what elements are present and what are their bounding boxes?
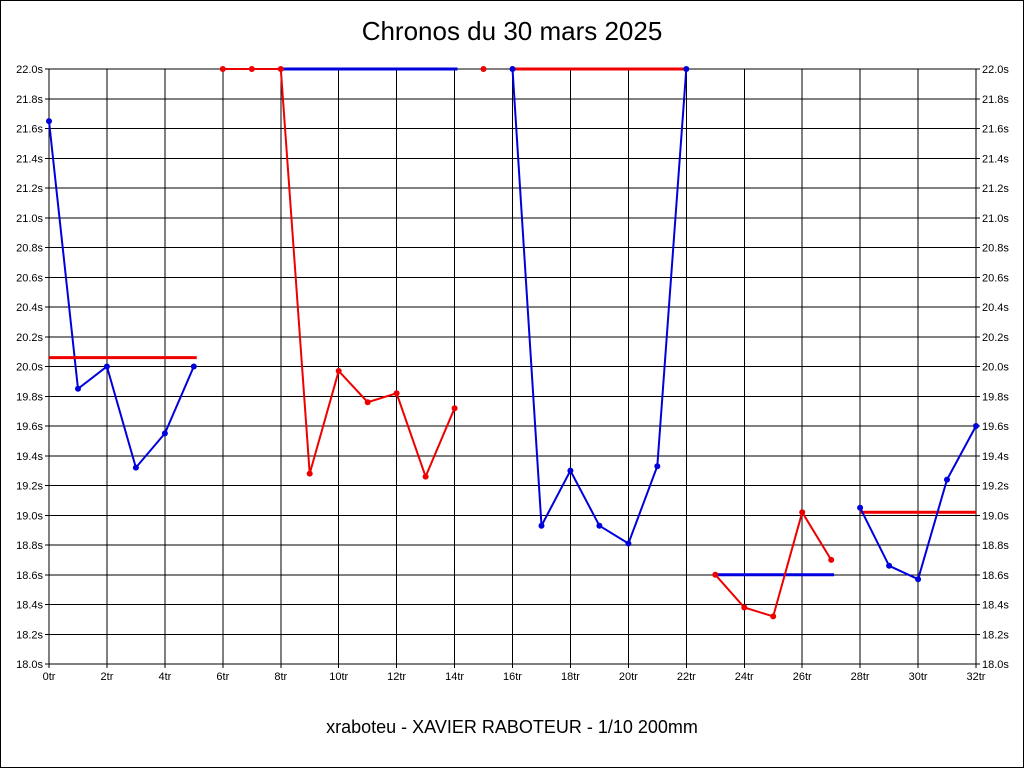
series-stint-1-laps-line xyxy=(48,120,195,470)
y-axis-label-right: 20.2s xyxy=(982,332,1009,344)
y-axis-label-right: 21.6s xyxy=(982,124,1009,136)
series-stint-3-laps-point xyxy=(683,66,690,72)
x-axis-label: 28tr xyxy=(851,671,870,683)
y-axis-label-right: 18.6s xyxy=(982,570,1009,582)
x-axis-label: 32tr xyxy=(967,671,986,683)
series-stint-5-laps-point xyxy=(857,504,864,511)
y-axis-label-right: 19.2s xyxy=(982,481,1009,493)
y-axis-label-right: 18.2s xyxy=(982,629,1009,641)
x-axis-label: 2tr xyxy=(101,671,114,683)
series-stint-2-laps-point xyxy=(451,405,458,412)
series-stint-1-laps-point xyxy=(132,464,139,471)
series-stint-4-laps-point xyxy=(741,604,748,611)
series-stint-2-laps-point xyxy=(306,470,313,477)
y-axis-label-left: 19.0s xyxy=(16,510,43,522)
page-title: Chronos du 30 mars 2025 xyxy=(361,16,663,46)
y-axis-label-right: 20.4s xyxy=(982,302,1009,314)
y-axis-label-right: 19.0s xyxy=(982,510,1009,522)
x-axis-label: 8tr xyxy=(274,671,287,683)
series-stint-3-laps-point xyxy=(538,522,545,529)
series-stint-1-laps-point xyxy=(103,363,110,370)
y-axis-label-right: 21.4s xyxy=(982,153,1009,165)
series-stint-3-laps-point xyxy=(567,467,574,474)
x-axis-label: 16tr xyxy=(503,671,522,683)
series-stint-3-laps-point xyxy=(596,522,603,529)
series-stint-2-laps-point xyxy=(335,368,342,374)
series-stint-3-laps-line xyxy=(511,68,688,545)
y-axis-label-left: 18.0s xyxy=(16,659,43,671)
y-axis-label-left: 22.0s xyxy=(16,64,43,76)
series-stint-1-laps-point xyxy=(46,118,52,125)
series-stint-2-clipped-lap-point xyxy=(480,66,487,72)
y-axis-label-left: 20.4s xyxy=(16,302,43,314)
series-stint-5-laps-point xyxy=(944,476,950,483)
series-stint-2-laps-point xyxy=(277,66,284,72)
y-axis-label-left: 18.4s xyxy=(16,600,43,612)
x-axis-label: 26tr xyxy=(793,671,812,683)
y-axis-label-left: 21.6s xyxy=(16,124,43,136)
x-axis-label: 14tr xyxy=(445,671,464,683)
series-stint-5-laps-point xyxy=(973,423,979,429)
y-axis-label-right: 20.8s xyxy=(982,243,1009,255)
series-stint-3-laps-point xyxy=(625,540,632,547)
x-axis-label: 30tr xyxy=(909,671,928,683)
y-axis-label-left: 20.2s xyxy=(16,332,43,344)
y-axis-label-left: 21.4s xyxy=(16,153,43,165)
y-axis-label-left: 19.8s xyxy=(16,391,43,403)
series-stint-4-laps-point xyxy=(828,556,835,563)
y-axis-label-right: 19.4s xyxy=(982,451,1009,463)
y-axis-label-right: 18.0s xyxy=(982,659,1009,671)
x-axis-label: 22tr xyxy=(677,671,696,683)
y-axis-label-left: 18.6s xyxy=(16,570,43,582)
y-axis-label-left: 21.8s xyxy=(16,94,43,106)
y-axis-label-left: 21.0s xyxy=(16,213,43,225)
x-axis-label: 24tr xyxy=(735,671,754,683)
y-axis-label-left: 20.0s xyxy=(16,362,43,374)
series-stint-1-laps-point xyxy=(161,430,168,437)
y-axis-label-left: 19.4s xyxy=(16,451,43,463)
y-axis-label-left: 19.2s xyxy=(16,481,43,493)
y-axis-label-right: 21.8s xyxy=(982,94,1009,106)
x-axis-label: 20tr xyxy=(619,671,638,683)
series-stint-2-laps-point xyxy=(364,399,371,406)
y-axis-label-right: 19.8s xyxy=(982,391,1009,403)
x-axis-label: 12tr xyxy=(387,671,406,683)
x-axis-label: 18tr xyxy=(561,671,580,683)
series-stint-3-laps-point xyxy=(654,463,661,470)
y-axis-label-right: 19.6s xyxy=(982,421,1009,433)
y-axis-label-left: 20.6s xyxy=(16,272,43,284)
y-axis-label-right: 20.0s xyxy=(982,362,1009,374)
series-stint-4-laps-point xyxy=(770,613,777,620)
x-axis-label: 10tr xyxy=(329,671,348,683)
x-axis-label: 6tr xyxy=(216,671,229,683)
series-stint-2-laps-point xyxy=(393,390,400,397)
y-axis-label-left: 21.2s xyxy=(16,183,43,195)
series-stint-4-laps-point xyxy=(712,571,719,578)
series-stint-5-laps-point xyxy=(915,576,922,583)
series-stint-3-laps-point xyxy=(509,66,516,72)
y-axis-label-left: 19.6s xyxy=(16,421,43,433)
y-axis-label-right: 22.0s xyxy=(982,64,1009,76)
series-stint-2-laps-point xyxy=(219,66,226,72)
y-axis-label-left: 20.8s xyxy=(16,243,43,255)
y-axis-label-right: 20.6s xyxy=(982,272,1009,284)
y-axis-label-right: 18.4s xyxy=(982,600,1009,612)
y-axis-label-left: 18.2s xyxy=(16,629,43,641)
series-stint-5-laps-point xyxy=(886,562,893,569)
series-stint-4-laps-point xyxy=(799,509,806,516)
y-axis-label-right: 21.2s xyxy=(982,183,1009,195)
series-stint-1-laps-point xyxy=(75,385,81,392)
series-stint-2-laps-point xyxy=(422,473,429,480)
series-stint-1-laps-point xyxy=(190,363,197,370)
series-stint-2-laps-point xyxy=(248,66,255,72)
series-stint-4-laps-line xyxy=(714,509,833,618)
driver-caption: xraboteu - XAVIER RABOTEUR - 1/10 200mm xyxy=(326,717,698,737)
y-axis-label-right: 18.8s xyxy=(982,540,1009,552)
y-axis-label-left: 18.8s xyxy=(16,540,43,552)
y-axis-label-right: 21.0s xyxy=(982,213,1009,225)
x-axis-label: 0tr xyxy=(43,671,56,683)
x-axis-label: 4tr xyxy=(158,671,171,683)
